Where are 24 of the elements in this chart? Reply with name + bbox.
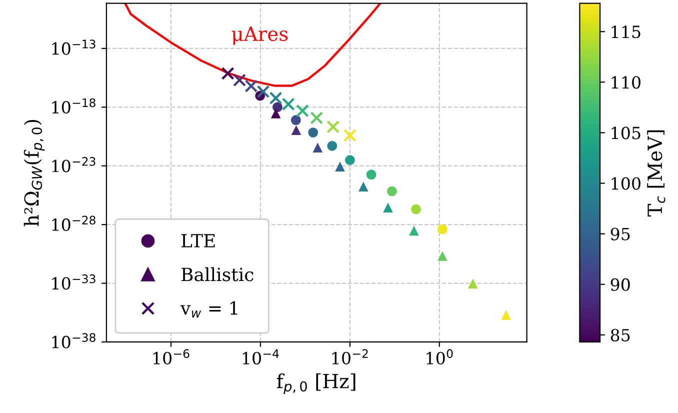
x-tick-label: 10$^{−4}$ xyxy=(242,349,279,364)
color-bar-label: 115 xyxy=(612,26,640,38)
color-bar-label: 90 xyxy=(610,278,630,291)
y-axis-title: h²Ω$_{GW}$(f$_{p,0}$) xyxy=(24,120,45,226)
legend-label: v$_{w}$ = 1 xyxy=(180,301,238,318)
legend-label: Ballistic xyxy=(181,267,254,282)
x-axis-title: f$_{p,0}$ [Hz] xyxy=(276,373,356,394)
y-tick-label: 10$^{−33}$ xyxy=(52,274,96,290)
color-bar-label: 95 xyxy=(610,228,630,240)
legend-label: LTE xyxy=(181,234,215,248)
color-bar-label: 85 xyxy=(610,328,630,342)
x-tick-label: 10$^{−6}$ xyxy=(153,349,190,364)
y-tick-label: 10$^{−23}$ xyxy=(52,157,96,172)
y-tick-label: 10$^{−38}$ xyxy=(52,333,96,348)
color-bar-label: 110 xyxy=(612,76,640,89)
x-tick-label: 10$^{−2}$ xyxy=(332,349,368,364)
y-tick-label: 10$^{−28}$ xyxy=(52,216,96,231)
y-tick-label: 10$^{−18}$ xyxy=(52,98,96,114)
color-bar-label: 105 xyxy=(612,126,640,140)
color-bar-title: T$_{c}$ [MeV] xyxy=(647,130,666,216)
color-bar-label: 100 xyxy=(612,177,640,190)
y-tick-label: 10$^{−13}$ xyxy=(52,40,96,55)
x-tick-label: 10$^{0}$ xyxy=(426,349,453,364)
annotation: μAres xyxy=(232,26,288,45)
